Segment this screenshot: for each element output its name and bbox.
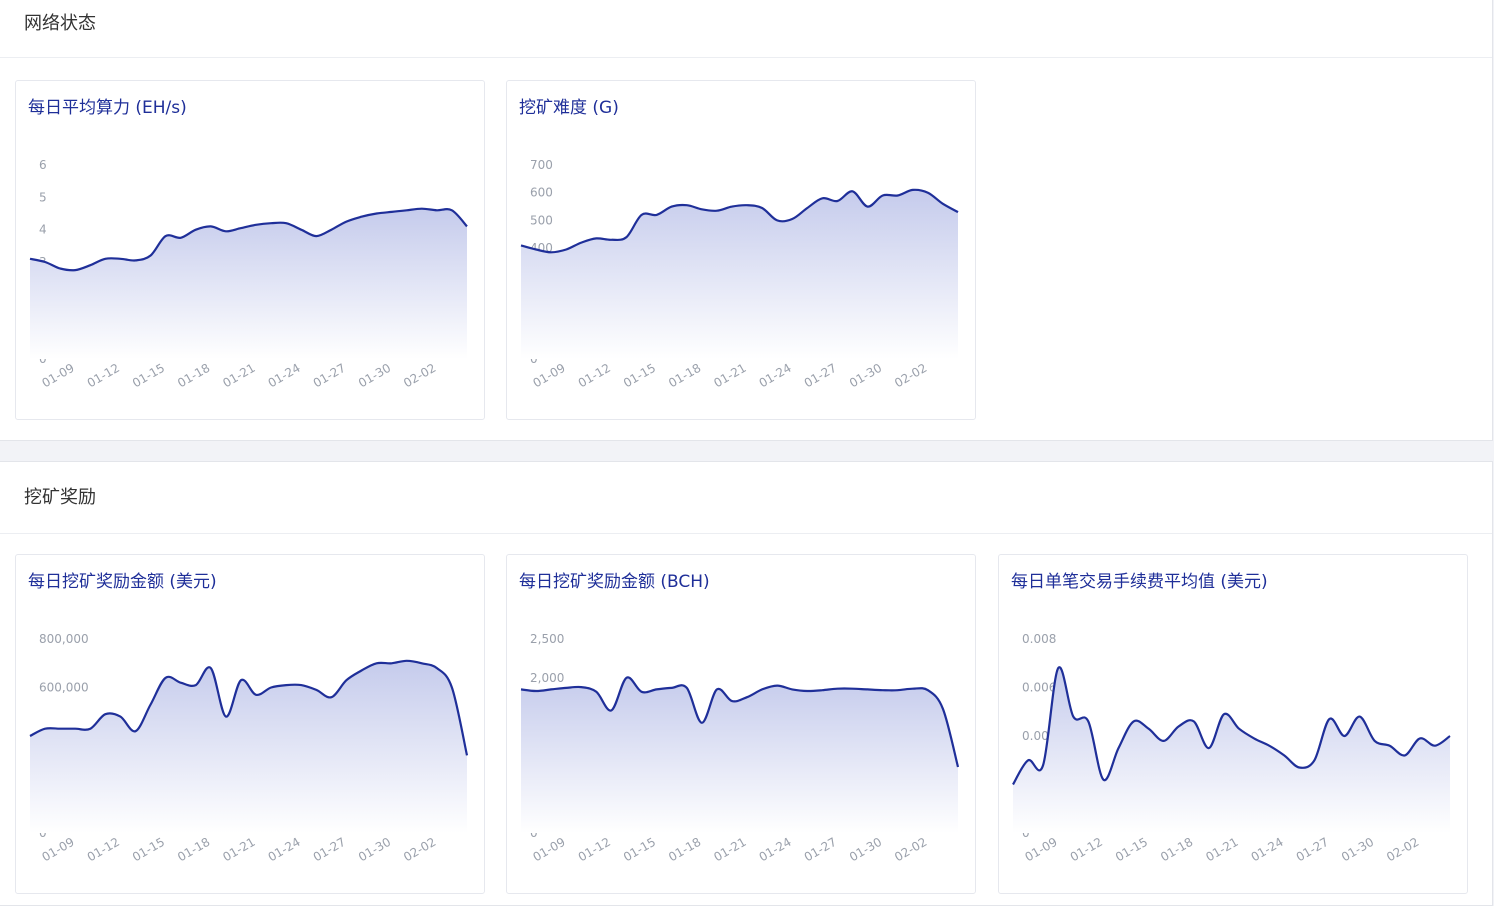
x-tick-label: 01-27: [311, 361, 348, 391]
y-tick-label: 4: [39, 223, 47, 237]
series-line: [1012, 666, 1451, 786]
x-tick-label: 02-02: [401, 835, 438, 865]
x-tick-label: 01-21: [711, 361, 748, 391]
x-tick-label: 01-15: [621, 361, 658, 391]
y-tick-label: 0.006: [1022, 681, 1056, 695]
x-tick-label: 02-02: [892, 835, 929, 865]
y-tick-label: 800,000: [39, 632, 89, 646]
hashrate-chart-card: 每日平均算力 (EH/s) 012345601-0901-1201-1501-1…: [15, 80, 485, 420]
reward-usd-chart: 0200,000400,000600,000800,00001-0901-120…: [29, 632, 469, 865]
x-tick-label: 01-24: [1249, 835, 1286, 865]
x-tick-label: 01-30: [847, 361, 884, 391]
x-tick-label: 01-12: [85, 835, 122, 865]
x-tick-label: 01-12: [576, 361, 613, 391]
hashrate-chart-title: 每日平均算力 (EH/s): [28, 98, 187, 118]
x-tick-label: 01-24: [757, 361, 794, 391]
area-fill: [30, 660, 467, 833]
x-tick-label: 02-02: [892, 361, 929, 391]
avg-fee-chart-title: 每日单笔交易手续费平均值 (美元): [1011, 572, 1268, 592]
y-tick-label: 700: [530, 158, 553, 172]
series-line: [29, 659, 469, 756]
x-tick-label: 01-15: [1113, 835, 1150, 865]
x-tick-label: 01-30: [847, 835, 884, 865]
series-line: [520, 676, 960, 768]
difficulty-chart-title: 挖矿难度 (G): [519, 98, 619, 118]
x-tick-label: 01-18: [666, 361, 703, 391]
x-tick-label: 01-30: [356, 835, 393, 865]
x-tick-label: 01-15: [130, 835, 167, 865]
x-tick-label: 01-18: [175, 361, 212, 391]
section-title-reward: 挖矿奖励: [0, 462, 1492, 534]
x-tick-label: 01-24: [757, 835, 794, 865]
x-tick-label: 01-21: [220, 835, 257, 865]
section-title-network: 网络状态: [0, 0, 1492, 58]
series-line: [29, 207, 468, 272]
y-tick-label: 600,000: [39, 681, 89, 695]
reward-bch-chart-card: 每日挖矿奖励金额 (BCH) 05001,0001,5002,0002,5000…: [506, 554, 976, 894]
x-tick-label: 01-24: [266, 361, 303, 391]
x-tick-label: 02-02: [1384, 835, 1421, 865]
mining-reward-section: 挖矿奖励 每日挖矿奖励金额 (美元) 0200,000400,000600,00…: [0, 461, 1493, 906]
reward-usd-chart-title: 每日挖矿奖励金额 (美元): [28, 572, 217, 592]
x-tick-label: 01-21: [711, 835, 748, 865]
x-tick-label: 01-12: [576, 835, 613, 865]
area-fill: [521, 677, 958, 833]
hashrate-chart: 012345601-0901-1201-1501-1801-2101-2401-…: [29, 158, 468, 391]
series-line: [520, 188, 959, 254]
x-tick-label: 02-02: [401, 361, 438, 391]
x-tick-label: 01-15: [621, 835, 658, 865]
x-tick-label: 01-12: [1068, 835, 1105, 865]
x-tick-label: 01-15: [130, 361, 167, 391]
y-tick-label: 2,000: [530, 671, 564, 685]
avg-fee-chart: 00.0020.0040.0060.00801-0901-1201-1501-1…: [1012, 632, 1451, 865]
y-tick-label: 0.008: [1022, 632, 1056, 646]
y-tick-label: 6: [39, 158, 47, 172]
y-tick-label: 5: [39, 190, 47, 204]
network-status-section: 网络状态 每日平均算力 (EH/s) 012345601-0901-1201-1…: [0, 0, 1493, 441]
x-tick-label: 01-24: [266, 835, 303, 865]
x-tick-label: 01-18: [1158, 835, 1195, 865]
area-fill: [1013, 667, 1450, 833]
y-tick-label: 500: [530, 213, 553, 227]
x-tick-label: 01-27: [802, 835, 839, 865]
x-tick-label: 01-30: [1339, 835, 1376, 865]
avg-fee-chart-card: 每日单笔交易手续费平均值 (美元) 00.0020.0040.0060.0080…: [998, 554, 1468, 894]
x-tick-label: 01-27: [802, 361, 839, 391]
x-tick-label: 01-12: [85, 361, 122, 391]
x-tick-label: 01-27: [311, 835, 348, 865]
x-tick-label: 01-27: [1294, 835, 1331, 865]
x-tick-label: 01-18: [666, 835, 703, 865]
y-tick-label: 600: [530, 186, 553, 200]
x-tick-label: 01-21: [220, 361, 257, 391]
difficulty-chart: 010020030040050060070001-0901-1201-1501-…: [520, 158, 959, 391]
area-fill: [521, 189, 958, 359]
area-fill: [30, 208, 467, 359]
x-tick-label: 01-18: [175, 835, 212, 865]
difficulty-chart-card: 挖矿难度 (G) 010020030040050060070001-0901-1…: [506, 80, 976, 420]
y-tick-label: 2,500: [530, 632, 564, 646]
x-tick-label: 01-30: [356, 361, 393, 391]
reward-bch-chart: 05001,0001,5002,0002,50001-0901-1201-150…: [520, 632, 960, 865]
x-tick-label: 01-21: [1203, 835, 1240, 865]
reward-usd-chart-card: 每日挖矿奖励金额 (美元) 0200,000400,000600,000800,…: [15, 554, 485, 894]
reward-bch-chart-title: 每日挖矿奖励金额 (BCH): [519, 572, 710, 592]
